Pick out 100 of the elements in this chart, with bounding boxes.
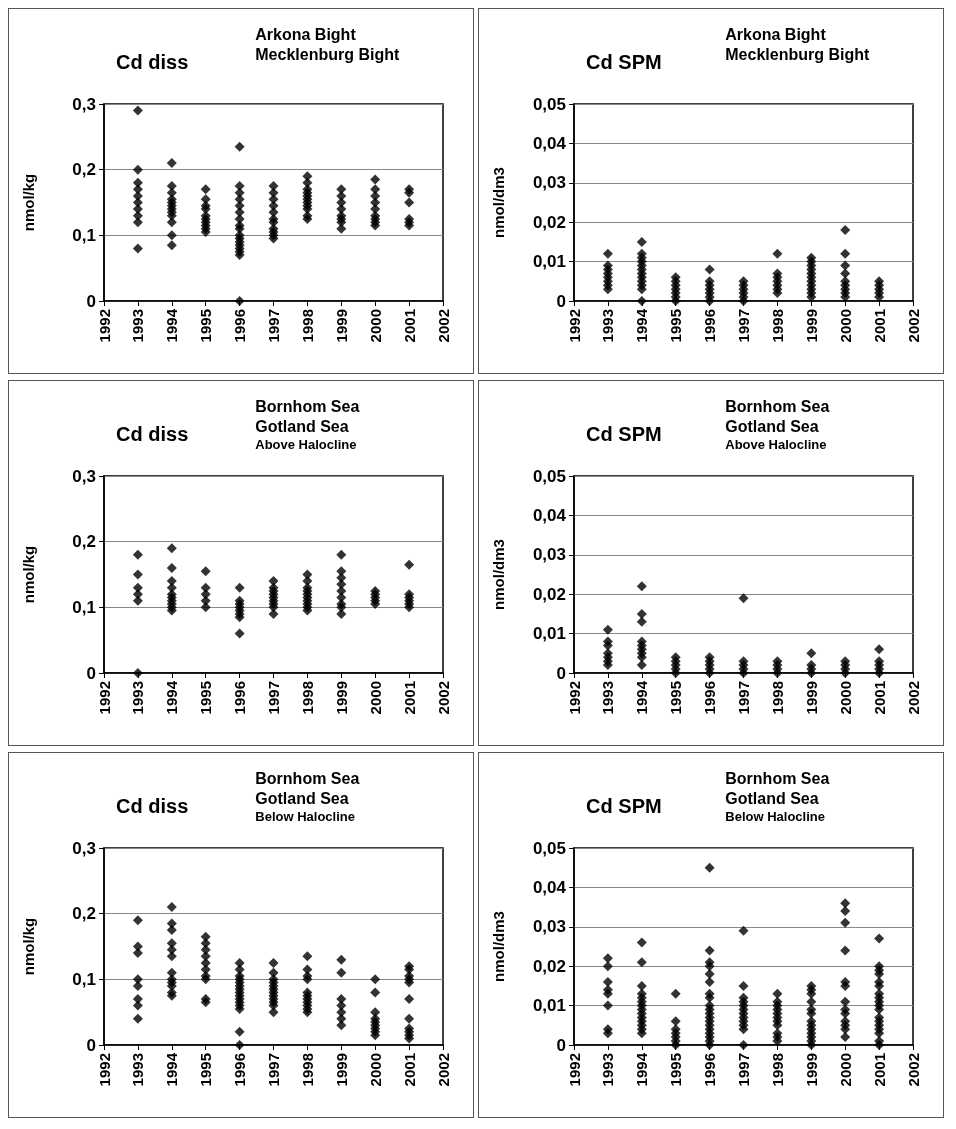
y-tick-label: 0,03 bbox=[532, 917, 566, 937]
y-tick-label: 0 bbox=[86, 663, 96, 683]
point bbox=[670, 668, 681, 678]
chart-title: Cd SPM bbox=[586, 795, 662, 817]
chart-title: Cd diss bbox=[116, 51, 189, 73]
y-axis-title: nmol/dm3 bbox=[490, 539, 507, 610]
x-tick-label: 1999 bbox=[332, 309, 350, 343]
y-tick-label: 0,01 bbox=[532, 252, 566, 272]
x-tick-label: 1993 bbox=[129, 1053, 147, 1087]
y-tick-label: 0,02 bbox=[532, 956, 566, 976]
x-tick-label: 2001 bbox=[400, 309, 418, 343]
y-tick-label: 0,2 bbox=[72, 160, 96, 180]
y-tick-label: 0,02 bbox=[532, 584, 566, 604]
y-tick-label: 0,05 bbox=[532, 94, 566, 114]
x-tick-label: 2001 bbox=[870, 309, 888, 343]
point bbox=[874, 668, 885, 678]
y-tick-label: 0,03 bbox=[532, 173, 566, 193]
x-tick-label: 1999 bbox=[802, 309, 820, 343]
y-tick-label: 0,3 bbox=[72, 466, 96, 486]
y-tick-label: 0,04 bbox=[532, 505, 567, 525]
x-tick-label: 1997 bbox=[735, 681, 752, 715]
x-tick-label: 1997 bbox=[735, 1053, 752, 1087]
x-tick-label: 1994 bbox=[163, 1052, 181, 1087]
y-tick-label: 0 bbox=[86, 291, 96, 311]
x-tick-label: 1993 bbox=[129, 681, 147, 715]
x-tick-label: 2000 bbox=[836, 681, 854, 715]
x-tick-label: 1996 bbox=[701, 309, 719, 343]
x-tick-label: 1995 bbox=[197, 309, 215, 343]
x-tick-label: 1998 bbox=[768, 309, 786, 343]
x-tick-label: 1995 bbox=[197, 681, 215, 715]
point bbox=[602, 640, 613, 651]
point bbox=[874, 644, 885, 655]
y-tick-label: 0,04 bbox=[532, 133, 567, 153]
y-tick-label: 0 bbox=[556, 291, 566, 311]
y-tick-label: 0,1 bbox=[72, 225, 96, 245]
y-tick-label: 0,1 bbox=[72, 597, 96, 617]
text: Below Halocline bbox=[725, 809, 825, 824]
x-tick-label: 2002 bbox=[904, 1053, 922, 1087]
x-tick-label: 1992 bbox=[95, 1053, 113, 1087]
x-tick-label: 1996 bbox=[231, 681, 249, 715]
y-axis-title: nmol/kg bbox=[20, 173, 37, 232]
x-tick-label: 1999 bbox=[802, 1053, 820, 1087]
x-tick-label: 1996 bbox=[231, 1053, 249, 1087]
point bbox=[738, 593, 749, 604]
x-tick-label: 1994 bbox=[163, 308, 181, 343]
x-tick-label: 2002 bbox=[434, 309, 452, 343]
x-tick-label: 2002 bbox=[434, 1053, 452, 1087]
x-tick-label: 2001 bbox=[870, 1053, 888, 1087]
x-tick-label: 2001 bbox=[400, 1053, 418, 1087]
x-tick-label: 1992 bbox=[565, 681, 583, 715]
y-axis-title: nmol/dm3 bbox=[490, 911, 507, 982]
point bbox=[806, 668, 817, 678]
y-tick-label: 0 bbox=[86, 1035, 96, 1055]
x-tick-label: 1993 bbox=[599, 681, 617, 715]
point bbox=[636, 581, 647, 592]
x-tick-label: 1994 bbox=[633, 308, 651, 343]
text: Below Halocline bbox=[255, 809, 355, 824]
x-tick-label: 2000 bbox=[366, 309, 384, 343]
point bbox=[602, 660, 613, 671]
y-tick-label: 0,1 bbox=[72, 969, 96, 989]
chart-title: Cd SPM bbox=[586, 423, 662, 445]
x-tick-label: 1993 bbox=[599, 309, 617, 343]
x-tick-label: 1992 bbox=[95, 309, 113, 343]
chart-title: Cd diss bbox=[116, 423, 189, 445]
y-tick-label: 0,01 bbox=[532, 624, 566, 644]
point bbox=[636, 660, 647, 671]
y-tick-label: 0,02 bbox=[532, 212, 566, 232]
y-tick-label: 0,2 bbox=[72, 532, 96, 552]
point bbox=[636, 652, 647, 663]
x-tick-label: 1993 bbox=[599, 1053, 617, 1087]
x-tick-label: 2001 bbox=[400, 681, 418, 715]
x-tick-label: 1994 bbox=[163, 680, 181, 715]
chart-subtitle: Bornhom Sea Gotland Sea bbox=[725, 769, 830, 807]
y-tick-label: 0,03 bbox=[532, 545, 566, 565]
x-tick-label: 1992 bbox=[565, 309, 583, 343]
x-tick-label: 2000 bbox=[836, 309, 854, 343]
chart-subtitle: Arkona Bight Mecklenburg Bight bbox=[725, 25, 870, 63]
chart-subtitle: Arkona Bight Mecklenburg Bight bbox=[255, 25, 400, 63]
x-tick-label: 1994 bbox=[633, 680, 651, 715]
x-tick-label: 1995 bbox=[667, 1053, 685, 1087]
chart-title: Cd SPM bbox=[586, 51, 662, 73]
x-tick-label: 1992 bbox=[565, 1053, 583, 1087]
x-tick-label: 1995 bbox=[197, 1053, 215, 1087]
x-tick-label: 1995 bbox=[667, 681, 685, 715]
y-axis-title: nmol/kg bbox=[20, 917, 37, 976]
chart-subtitle: Bornhom Sea Gotland Sea bbox=[725, 397, 830, 435]
x-tick-label: 1997 bbox=[265, 309, 282, 343]
x-tick-label: 1998 bbox=[768, 1053, 786, 1087]
x-tick-label: 2000 bbox=[366, 1053, 384, 1087]
x-tick-label: 2000 bbox=[366, 681, 384, 715]
y-tick-label: 0 bbox=[556, 663, 566, 683]
y-tick-label: 0,01 bbox=[532, 996, 566, 1016]
x-tick-label: 1999 bbox=[802, 681, 820, 715]
x-tick-label: 1993 bbox=[129, 309, 147, 343]
text: Above Halocline bbox=[255, 437, 357, 452]
x-tick-label: 1999 bbox=[332, 1053, 350, 1087]
x-tick-label: 2002 bbox=[904, 681, 922, 715]
x-tick-label: 2000 bbox=[836, 1053, 854, 1087]
x-tick-label: 1992 bbox=[95, 681, 113, 715]
chart-subtitle: Bornhom Sea Gotland Sea bbox=[255, 397, 360, 435]
